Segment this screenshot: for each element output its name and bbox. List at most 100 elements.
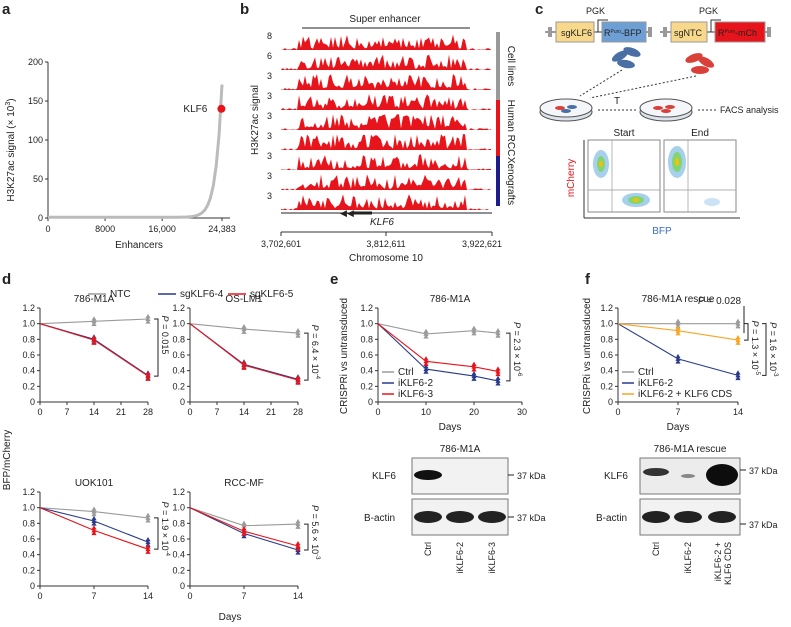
e-blot-lane-2: iKLF6-3 <box>487 542 497 574</box>
d-chart-3-ytick-0: 0 <box>180 581 185 591</box>
d-chart-0-point-0-1-2 <box>91 321 97 327</box>
f-chart-point-1-1-0 <box>675 353 681 359</box>
a-ytick-4: 200 <box>28 57 43 67</box>
d-chart-2-pvalue: P = 1.9 × 10-4 <box>160 502 170 557</box>
f-chart-xtick-1: 7 <box>675 407 680 417</box>
d-chart-0-series-2 <box>39 323 149 377</box>
d-chart-1-point-2-1-0 <box>241 360 247 365</box>
f-chart-point-1-1-2 <box>675 359 681 364</box>
d-chart-0-point-2-2-2 <box>145 376 151 381</box>
a-xtick-0: 0 <box>45 224 50 234</box>
f-chart-point-1-2-2 <box>735 375 741 381</box>
a-ytick-1: 50 <box>33 174 43 184</box>
dish-end <box>639 98 693 122</box>
track-scale-6: 3 <box>267 151 272 161</box>
pgk-label-1: PGK <box>586 6 605 16</box>
svg-text:sgNTC: sgNTC <box>674 28 703 38</box>
d-chart-0: 0 0.2 0.4 0.6 0.8 1.0 1.2 0 7 14 21 28 786-M1A P = 0.… <box>22 294 170 417</box>
d-chart-3-point-0-1-1 <box>241 523 247 528</box>
d-chart-0-ytick-1: 0.2 <box>22 381 35 391</box>
d-chart-0-ytick-0: 0 <box>30 397 35 407</box>
d-chart-2-ytick-5: 1.0 <box>22 503 35 513</box>
d-chart-0-point-2-2-1 <box>145 373 151 379</box>
e-kda-1: 37 kDa <box>517 513 546 523</box>
d-chart-2-point-2-1-2 <box>91 530 97 536</box>
d-chart-2-point-1-2-0 <box>145 537 151 542</box>
f-chart-point-0-2-1 <box>735 321 741 326</box>
enhancer-signal-curve <box>48 84 224 219</box>
d-chart-0-ytick-4: 0.8 <box>22 334 35 344</box>
d-chart-0-point-0-2-0 <box>145 313 151 319</box>
d-chart-2-point-2-2-0 <box>145 544 151 549</box>
e-chart-ytick-2: 0.4 <box>360 366 373 376</box>
f-legend-label-1: iKLF6-2 <box>638 378 673 389</box>
panel-c-schematic: PGK PGK sgKLF6 RPuro-BFP sgNTC RPuro-mCh <box>539 6 779 237</box>
e-chart-point-0-2-0 <box>471 325 477 331</box>
panel-d-legend: NTC sgKLF6-4 sgKLF6-5 <box>88 289 294 300</box>
d-chart-1-title: OS-LM1 <box>225 294 263 305</box>
e-chart-series-0 <box>377 323 499 335</box>
signal-track-4: 3 <box>267 111 491 130</box>
e-chart-point-2-2-1 <box>471 364 477 369</box>
signal-track-8: 3 <box>267 191 491 210</box>
d-chart-0-xtick-4: 28 <box>143 407 153 417</box>
panel-label-d: d <box>2 271 11 288</box>
signal-track-6: 3 <box>267 151 491 170</box>
e-chart-series-2 <box>377 323 499 372</box>
d-chart-0-pvalue: P = 0.015 <box>160 316 170 355</box>
d-chart-3-ytick-6: 1.2 <box>172 487 185 497</box>
d-chart-0-ytick-6: 1.2 <box>22 303 35 313</box>
f-legend-label-2: iKLF6-2 + KLF6 CDS <box>638 389 733 400</box>
e-chart-point-1-1-1 <box>423 366 429 372</box>
d-chart-2-point-1-1-1 <box>91 518 97 523</box>
klf6-highlight-label: KLF6 <box>183 104 207 115</box>
d-chart-1-xtick-2: 14 <box>239 407 249 417</box>
d-chart-0-point-2-2-0 <box>145 371 151 376</box>
panel-d-xlabel: Days <box>219 612 242 623</box>
a-ytick-0: 0 <box>38 213 43 223</box>
panel-label-f: f <box>585 271 591 288</box>
d-chart-1-ytick-4: 0.8 <box>172 334 185 344</box>
d-chart-1-ytick-6: 1.2 <box>172 303 185 313</box>
signal-track-1: 6 <box>267 51 491 70</box>
svg-text:RPuro-BFP: RPuro-BFP <box>604 28 642 38</box>
d-chart-0-point-0-1-1 <box>91 318 97 324</box>
d-chart-1-point-0-2-1 <box>295 330 301 336</box>
d-chart-3-point-2-2-2 <box>295 546 301 551</box>
d-legend-label-2: sgKLF6-5 <box>250 289 294 300</box>
d-chart-1-point-2-1-2 <box>241 365 247 370</box>
d-chart-2-point-0-1-2 <box>91 511 97 517</box>
facs-end-populations <box>668 146 720 206</box>
f-chart-point-2-2-0 <box>735 335 741 340</box>
d-chart-3-point-0-2-2 <box>295 524 301 529</box>
cell-cluster-red <box>685 53 715 74</box>
f-kda-1: 37 kDa <box>749 520 778 530</box>
f-blot-lane-3: KLF6 CDS <box>723 542 733 585</box>
f-chart-title: 786-M1A rescue <box>642 294 715 305</box>
signal-track-2: 3 <box>267 71 491 90</box>
d-legend-label-1: sgKLF6-4 <box>180 289 224 300</box>
d-chart-3-point-1-1-2 <box>241 533 247 539</box>
d-chart-3-point-2-1-0 <box>241 526 247 531</box>
group-label-xenografts: Xenografts <box>505 157 516 205</box>
d-chart-3-ytick-1: 0.2 <box>172 565 185 575</box>
d-chart-2-point-1-2-1 <box>145 539 151 545</box>
e-chart-point-0-2-1 <box>471 328 477 333</box>
d-chart-1-xtick-3: 21 <box>266 407 276 417</box>
e-chart-point-0-3-0 <box>495 327 501 333</box>
d-chart-1-pvalue: P = 6.4 × 10-4 <box>310 325 320 380</box>
svg-text:RPuro-mCh: RPuro-mCh <box>718 28 757 38</box>
f-chart-point-2-2-1 <box>735 337 741 343</box>
d-chart-2: 0 0.2 0.4 0.6 0.8 1.0 1.2 0 7 14 UOK101 P = 1.9 × 1… <box>22 478 170 601</box>
d-chart-0-ytick-5: 1.0 <box>22 319 35 329</box>
d-chart-3-xtick-0: 0 <box>187 591 192 601</box>
d-chart-2-point-1-1-0 <box>91 515 97 521</box>
super-enhancer-title: Super enhancer <box>349 14 421 25</box>
track-scale-7: 3 <box>267 171 272 181</box>
klf6-gene-label: KLF6 <box>370 217 394 228</box>
f-chart-point-0-2-0 <box>735 318 741 323</box>
sgntc-cassette <box>670 21 708 43</box>
f-chart-ytick-3: 0.6 <box>600 350 613 360</box>
f-chart-point-0-1-1 <box>675 321 681 326</box>
panel-a-xlabel: Enhancers <box>115 240 163 251</box>
